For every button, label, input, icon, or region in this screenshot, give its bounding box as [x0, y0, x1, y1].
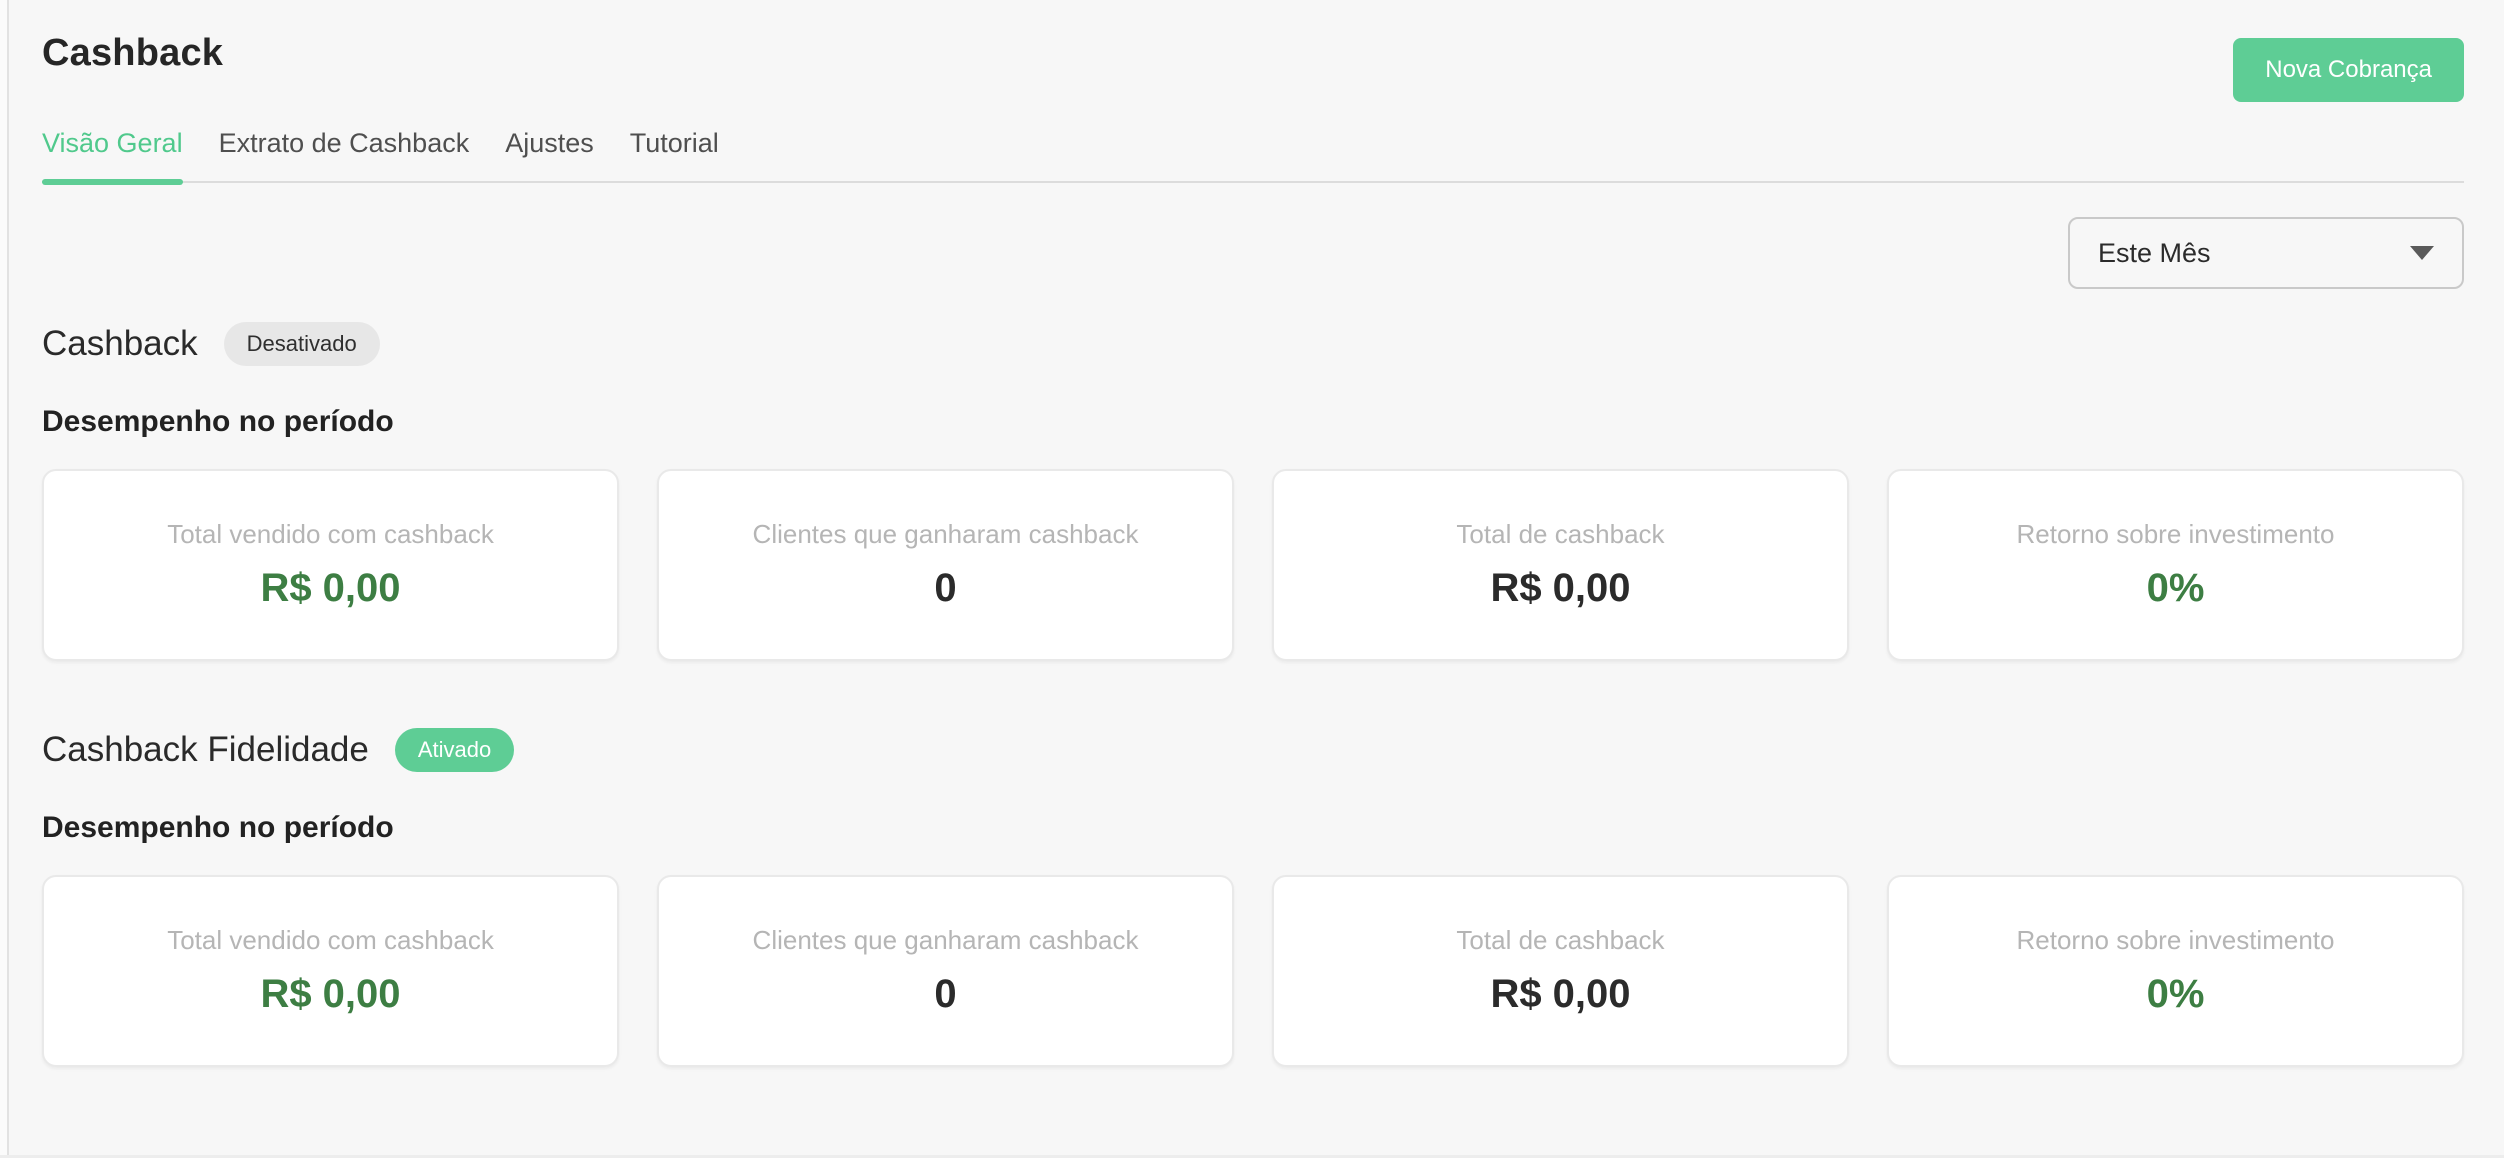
stat-card-label: Clientes que ganharam cashback [752, 519, 1139, 549]
tab-bar: Visão Geral Extrato de Cashback Ajustes … [42, 128, 2464, 185]
stat-card-total-vendido: Total vendido com cashback R$ 0,00 [42, 875, 619, 1067]
section-subtitle: Desempenho no período [42, 405, 394, 438]
section-title: Cashback [42, 324, 198, 363]
tab-tutorial[interactable]: Tutorial [630, 128, 719, 181]
stat-card-total-cashback: Total de cashback R$ 0,00 [1272, 469, 1849, 661]
stats-row-fidelidade: Total vendido com cashback R$ 0,00 Clien… [42, 875, 2464, 1067]
section-cashback-heading: Cashback Desativado [42, 321, 2464, 367]
tab-label: Visão Geral [42, 128, 183, 158]
stat-card-value: R$ 0,00 [260, 972, 401, 1016]
left-edge-divider [0, 0, 9, 1158]
stat-card-label: Total de cashback [1456, 519, 1665, 549]
cashback-page: Cashback Nova Cobrança Visão Geral Extra… [42, 0, 2464, 1067]
stat-card-value: 0% [2146, 566, 2205, 610]
period-select-value: Este Mês [2098, 237, 2211, 268]
section-title: Cashback Fidelidade [42, 730, 369, 769]
tab-label: Extrato de Cashback [218, 128, 470, 158]
page-header: Cashback Nova Cobrança [42, 0, 2464, 102]
tab-ajustes[interactable]: Ajustes [505, 128, 594, 181]
stat-card-label: Total vendido com cashback [167, 925, 494, 955]
stat-card-value: R$ 0,00 [1490, 566, 1631, 610]
stat-card-clientes: Clientes que ganharam cashback 0 [657, 469, 1234, 661]
status-badge: Desativado [223, 322, 380, 366]
stat-card-value: 0 [934, 972, 957, 1016]
chevron-down-icon [2410, 246, 2434, 260]
period-select[interactable]: Este Mês [2068, 217, 2464, 289]
filter-row: Este Mês [42, 217, 2464, 289]
stat-card-total-vendido: Total vendido com cashback R$ 0,00 [42, 469, 619, 661]
stat-card-retorno: Retorno sobre investimento 0% [1887, 469, 2464, 661]
nova-cobranca-button[interactable]: Nova Cobrança [2233, 38, 2464, 102]
stat-card-label: Total de cashback [1456, 925, 1665, 955]
stat-card-value: 0 [934, 566, 957, 610]
tab-extrato-de-cashback[interactable]: Extrato de Cashback [219, 128, 470, 181]
tab-visao-geral[interactable]: Visão Geral [42, 128, 183, 185]
bottom-edge-divider [0, 1155, 2504, 1158]
stat-card-label: Clientes que ganharam cashback [752, 925, 1139, 955]
stat-card-retorno: Retorno sobre investimento 0% [1887, 875, 2464, 1067]
stat-card-value: R$ 0,00 [1490, 972, 1631, 1016]
stat-card-label: Retorno sobre investimento [2016, 519, 2335, 549]
status-badge: Ativado [394, 728, 515, 772]
tab-label: Ajustes [505, 128, 594, 158]
section-subtitle: Desempenho no período [42, 811, 394, 844]
stat-card-total-cashback: Total de cashback R$ 0,00 [1272, 875, 1849, 1067]
stat-card-label: Total vendido com cashback [167, 519, 494, 549]
stats-row-cashback: Total vendido com cashback R$ 0,00 Clien… [42, 469, 2464, 661]
section-fidelidade-heading: Cashback Fidelidade Ativado [42, 727, 2464, 773]
stat-card-value: R$ 0,00 [260, 566, 401, 610]
page-title: Cashback [42, 32, 224, 74]
tab-label: Tutorial [629, 128, 719, 158]
stat-card-label: Retorno sobre investimento [2016, 925, 2335, 955]
stat-card-value: 0% [2146, 972, 2205, 1016]
stat-card-clientes: Clientes que ganharam cashback 0 [657, 875, 1234, 1067]
active-tab-underline [42, 179, 183, 185]
